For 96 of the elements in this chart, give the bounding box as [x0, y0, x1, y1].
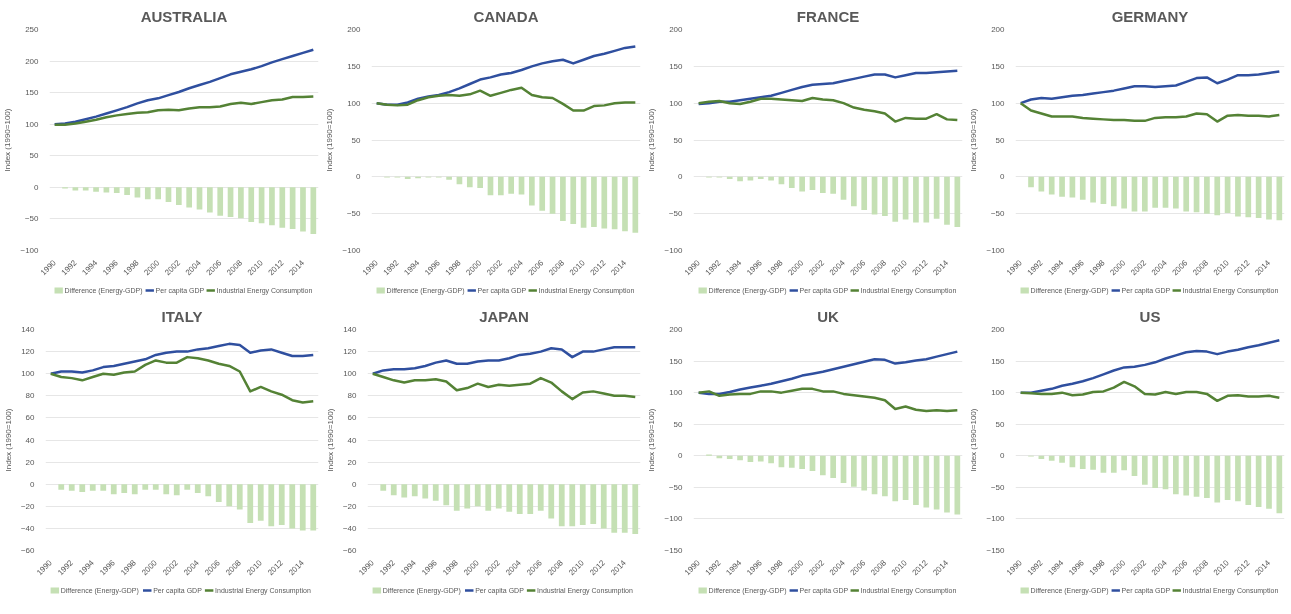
y-axis-title: Index (1990=100) [3, 408, 13, 472]
y-tick-label: 0 [356, 172, 362, 182]
y-tick-label: 40 [25, 435, 36, 445]
y-tick-label: 0 [30, 479, 36, 489]
y-tick-label: 120 [21, 347, 36, 357]
y-tick-label: 40 [347, 435, 358, 445]
y-tick-label: 0 [1000, 451, 1006, 461]
y-tick-label: 100 [347, 98, 362, 108]
y-tick-label: 50 [351, 135, 362, 145]
y-tick-label: 200 [669, 25, 684, 34]
y-tick-label: −50 [346, 209, 362, 219]
y-tick-label: −50 [990, 482, 1006, 492]
y-axis-title: Index (1990=100) [325, 408, 335, 472]
line-series [53, 95, 315, 127]
y-axis-title: Index (1990=100) [969, 108, 979, 172]
y-tick-label: −100 [986, 246, 1006, 255]
y-tick-label: −60 [20, 546, 36, 555]
y-tick-label: 0 [34, 182, 40, 192]
y-axis-title: Index (1990=100) [647, 108, 657, 172]
line-series [1019, 380, 1281, 403]
chart-title: UK [817, 307, 839, 325]
y-tick-label: 150 [991, 356, 1006, 366]
y-tick-label: 150 [25, 88, 40, 98]
y-tick-label: 200 [669, 325, 684, 334]
y-axis-title: Index (1990=100) [647, 408, 657, 472]
y-tick-label: 50 [995, 419, 1006, 429]
chart-title: ITALY [161, 307, 203, 325]
y-tick-label: −50 [24, 214, 40, 224]
y-tick-label: 0 [678, 451, 684, 461]
chart-title: AUSTRALIA [140, 7, 228, 25]
y-tick-label: −100 [20, 246, 40, 255]
chart-title: FRANCE [796, 7, 860, 25]
chart-title: GERMANY [1111, 7, 1189, 25]
y-tick-label: −40 [20, 523, 36, 533]
chart-title: CANADA [473, 7, 539, 25]
y-tick-label: 200 [991, 325, 1006, 334]
y-tick-label: −100 [664, 246, 684, 255]
y-tick-label: 50 [29, 151, 40, 161]
y-tick-label: −20 [20, 501, 36, 511]
y-tick-label: −50 [990, 209, 1006, 219]
y-tick-label: 100 [669, 98, 684, 108]
y-tick-label: 20 [347, 457, 358, 467]
y-tick-label: 100 [25, 119, 40, 129]
y-tick-label: 100 [991, 388, 1006, 398]
y-tick-label: 100 [343, 369, 358, 379]
line-series [1019, 70, 1281, 105]
y-tick-label: 20 [25, 457, 36, 467]
y-tick-label: 200 [25, 56, 40, 66]
y-tick-label: 80 [25, 391, 36, 401]
y-tick-label: −150 [986, 546, 1006, 555]
y-tick-label: 80 [347, 391, 358, 401]
y-tick-label: −60 [342, 546, 358, 555]
y-tick-label: −20 [342, 501, 358, 511]
y-tick-label: 100 [669, 388, 684, 398]
y-tick-label: −40 [342, 523, 358, 533]
line-series [697, 96, 959, 123]
y-tick-label: 150 [991, 61, 1006, 71]
y-axis-title: Index (1990=100) [3, 108, 13, 172]
line-series [49, 355, 315, 404]
y-tick-label: 100 [991, 98, 1006, 108]
y-tick-label: −100 [342, 246, 362, 255]
y-tick-label: 150 [347, 61, 362, 71]
line-series [371, 345, 637, 375]
line-series [49, 342, 315, 375]
chart-title: JAPAN [479, 307, 529, 325]
line-series [53, 48, 315, 126]
y-axis-title: Index (1990=100) [969, 408, 979, 472]
y-tick-label: 0 [678, 172, 684, 182]
y-tick-label: −50 [668, 209, 684, 219]
y-tick-label: 50 [673, 419, 684, 429]
y-tick-label: −50 [668, 482, 684, 492]
y-tick-label: −150 [664, 546, 684, 555]
chart-title: US [1139, 307, 1161, 325]
y-tick-label: 150 [669, 61, 684, 71]
y-tick-label: 200 [991, 25, 1006, 34]
line-series [375, 86, 637, 112]
y-axis-title: Index (1990=100) [325, 108, 335, 172]
y-tick-label: 50 [995, 135, 1006, 145]
y-tick-label: 0 [352, 479, 358, 489]
y-tick-label: 120 [343, 347, 358, 357]
y-tick-label: −100 [986, 514, 1006, 524]
y-tick-label: 140 [343, 325, 358, 334]
y-tick-label: 250 [25, 25, 40, 34]
y-tick-label: 150 [669, 356, 684, 366]
line-series [371, 372, 637, 401]
line-series [1019, 101, 1281, 123]
y-tick-label: 0 [1000, 172, 1006, 182]
y-tick-label: 50 [673, 135, 684, 145]
y-tick-label: 200 [347, 25, 362, 34]
y-tick-label: 60 [25, 413, 36, 423]
y-tick-label: 140 [21, 325, 36, 334]
y-tick-label: 100 [21, 369, 36, 379]
y-tick-label: 60 [347, 413, 358, 423]
line-series [697, 69, 959, 106]
y-tick-label: −100 [664, 514, 684, 524]
line-series [697, 387, 959, 413]
